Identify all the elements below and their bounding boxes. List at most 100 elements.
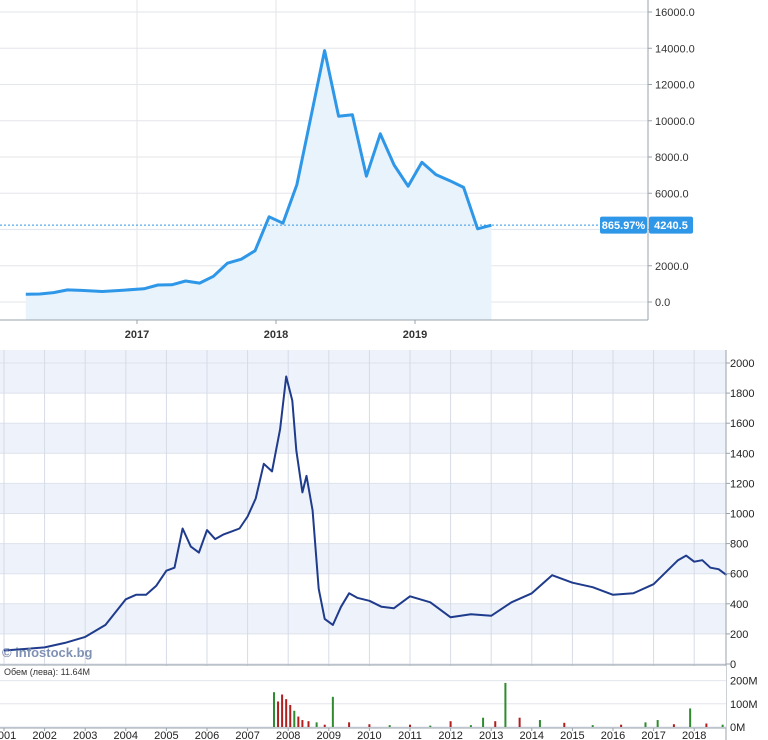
bottom-y-tick-label: 800: [730, 539, 748, 551]
bottom-x-tick-label: 2010: [357, 730, 381, 740]
volume-bars: [272, 682, 724, 727]
volume-bar: [307, 721, 310, 727]
current-value-label: 4240.5: [654, 220, 688, 232]
bottom-grid-band: [0, 483, 726, 514]
volume-bar: [538, 720, 541, 727]
bottom-x-tick-label: 2008: [276, 730, 300, 740]
bottom-x-tick-label: 2002: [32, 730, 56, 740]
top-y-tick-label: 0.0: [655, 297, 670, 309]
volume-bar: [721, 724, 724, 727]
volume-bar: [518, 717, 521, 727]
bottom-y-tick-label: 2000: [730, 358, 754, 370]
volume-y-tick-label: 0M: [730, 722, 745, 734]
bottom-y-tick-label: 400: [730, 599, 748, 611]
volume-bar: [689, 708, 692, 727]
bottom-x-tick-label: 2015: [560, 730, 584, 740]
watermark: © infostock.bg: [2, 645, 93, 660]
top-series-line: [25, 49, 492, 296]
bottom-x-tick-label: 2007: [235, 730, 259, 740]
top-y-tick-label: 12000.0: [655, 80, 695, 92]
volume-bar: [563, 722, 566, 727]
bottom-y-tick-label: 1800: [730, 388, 754, 400]
volume-bar: [705, 723, 708, 727]
top-y-tick-label: 10000.0: [655, 116, 695, 128]
volume-y-tick-label: 100M: [730, 699, 758, 711]
volume-bar: [494, 721, 497, 727]
volume-bar: [281, 694, 284, 727]
top-y-ticks: 0.02000.04000.06000.08000.010000.012000.…: [648, 7, 695, 309]
volume-bar: [672, 724, 675, 727]
bottom-x-tick-label: 2014: [520, 730, 544, 740]
top-y-tick-label: 6000.0: [655, 188, 689, 200]
top-x-tick-label: 2018: [264, 329, 288, 341]
bottom-x-tick-label: 2011: [398, 730, 422, 740]
bottom-x-tick-label: 2003: [73, 730, 97, 740]
top-y-tick-label: 2000.0: [655, 261, 689, 273]
bottom-x-tick-label: 2018: [682, 730, 706, 740]
bottom-y-ticks: 0 200 400 600 800 1000 1200 1400 1600 1800 2000: [726, 358, 754, 671]
volume-bar: [297, 716, 300, 727]
top-y-tick-label: 16000.0: [655, 7, 695, 19]
bottom-y-tick-label: 1000: [730, 509, 754, 521]
volume-bar: [656, 720, 659, 727]
volume-label: Обем (лева): 11.64M: [4, 667, 90, 677]
volume-y-tick-label: 200M: [730, 676, 758, 688]
bottom-x-tick-label: 2004: [114, 730, 138, 740]
volume-bar: [482, 717, 485, 727]
bottom-y-tick-label: 1400: [730, 448, 754, 460]
volume-bar: [620, 724, 623, 727]
volume-bar: [315, 722, 318, 727]
bottom-series-line: [3, 375, 728, 652]
bottom-x-tick-label: 2009: [317, 730, 341, 740]
top-y-tick-label: 8000.0: [655, 152, 689, 164]
volume-bar: [289, 704, 292, 727]
volume-bar: [449, 721, 452, 727]
volume-y-ticks: 0M 100M 200M: [730, 676, 758, 734]
volume-bar: [272, 692, 275, 727]
volume-bar: [301, 720, 304, 727]
top-x-ticks: 2017201820192022: [125, 320, 427, 341]
bottom-grid-band: [0, 350, 726, 363]
volume-bar: [331, 696, 334, 727]
bottom-x-tick-label: 2006: [195, 730, 219, 740]
volume-bar: [285, 699, 288, 727]
volume-panel: [0, 666, 726, 728]
volume-bar: [293, 710, 296, 727]
change-label: 865.97%: [602, 220, 646, 232]
bottom-grid-band: [0, 633, 726, 664]
top-y-tick-label: 14000.0: [655, 43, 695, 55]
bottom-grid-band: [0, 393, 726, 424]
bottom-grid-band: [0, 423, 726, 454]
bottom-grid-band: [0, 543, 726, 574]
bottom-grid-band: [0, 363, 726, 394]
bottom-x-tick-label: 2012: [438, 730, 462, 740]
bottom-y-tick-label: 200: [730, 629, 748, 641]
volume-bar: [277, 701, 280, 727]
volume-bar: [368, 724, 371, 727]
volume-bar: [591, 725, 594, 727]
change-badge: 865.97%: [600, 216, 647, 234]
bottom-grid-band: [0, 453, 726, 484]
current-value-badge: 4240.5: [649, 216, 693, 234]
bottom-grid-band: [0, 513, 726, 544]
bottom-x-tick-label: 2016: [601, 730, 625, 740]
bottom-grid-band: [0, 603, 726, 634]
bottom-y-tick-label: 600: [730, 569, 748, 581]
top-x-tick-label: 2017: [125, 329, 149, 341]
bottom-y-tick-label: 1600: [730, 418, 754, 430]
bottom-x-tick-label: 2017: [641, 730, 665, 740]
volume-bar: [409, 724, 411, 727]
top-x-tick-label: 2019: [403, 329, 427, 341]
volume-grid: [0, 680, 726, 728]
volume-bar: [644, 722, 647, 727]
bottom-x-tick-label: 2005: [154, 730, 178, 740]
bottom-y-tick-label: 1200: [730, 478, 754, 490]
volume-bar: [504, 682, 507, 727]
volume-bar: [323, 724, 326, 727]
bottom-y-tick-label: 0: [730, 659, 736, 671]
top-series-area: [25, 50, 492, 320]
bottom-x-tick-label: 2013: [479, 730, 503, 740]
